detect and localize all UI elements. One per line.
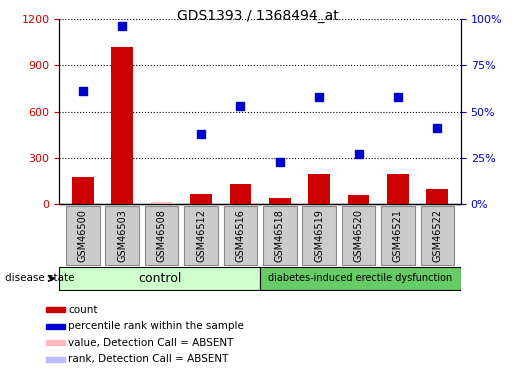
Text: GSM46522: GSM46522 — [432, 209, 442, 262]
Text: percentile rank within the sample: percentile rank within the sample — [68, 321, 244, 331]
FancyBboxPatch shape — [421, 206, 454, 265]
Bar — [269, 198, 290, 204]
Text: GSM46512: GSM46512 — [196, 209, 206, 262]
Text: GDS1393 / 1368494_at: GDS1393 / 1368494_at — [177, 9, 338, 23]
Text: GSM46520: GSM46520 — [353, 209, 364, 262]
Text: GSM46518: GSM46518 — [275, 209, 285, 262]
FancyBboxPatch shape — [145, 206, 178, 265]
Bar — [111, 46, 133, 204]
FancyBboxPatch shape — [224, 206, 257, 265]
FancyBboxPatch shape — [381, 206, 415, 265]
Text: GSM46500: GSM46500 — [78, 209, 88, 262]
Text: rank, Detection Call = ABSENT: rank, Detection Call = ABSENT — [68, 354, 228, 364]
Text: value, Detection Call = ABSENT: value, Detection Call = ABSENT — [68, 338, 233, 348]
Bar — [387, 174, 409, 204]
Text: GSM46503: GSM46503 — [117, 209, 127, 262]
Text: GSM46516: GSM46516 — [235, 209, 245, 262]
FancyBboxPatch shape — [184, 206, 218, 265]
Text: GSM46519: GSM46519 — [314, 209, 324, 262]
Bar — [46, 340, 65, 345]
Text: GSM46521: GSM46521 — [393, 209, 403, 262]
Bar — [308, 174, 330, 204]
Bar — [72, 177, 94, 204]
Bar — [260, 267, 461, 290]
FancyBboxPatch shape — [342, 206, 375, 265]
Bar — [426, 189, 448, 204]
Bar — [151, 202, 173, 204]
FancyBboxPatch shape — [106, 206, 139, 265]
Text: disease state: disease state — [5, 273, 75, 284]
FancyBboxPatch shape — [66, 206, 99, 265]
Bar — [46, 324, 65, 329]
Bar — [46, 307, 65, 312]
Bar — [348, 195, 369, 204]
FancyBboxPatch shape — [302, 206, 336, 265]
Bar — [190, 194, 212, 204]
Bar — [46, 357, 65, 362]
Text: control: control — [138, 272, 181, 285]
Text: GSM46508: GSM46508 — [157, 209, 167, 262]
FancyBboxPatch shape — [263, 206, 297, 265]
Text: diabetes-induced erectile dysfunction: diabetes-induced erectile dysfunction — [268, 273, 453, 284]
Bar — [230, 184, 251, 204]
Bar — [59, 267, 260, 290]
Text: count: count — [68, 305, 97, 315]
